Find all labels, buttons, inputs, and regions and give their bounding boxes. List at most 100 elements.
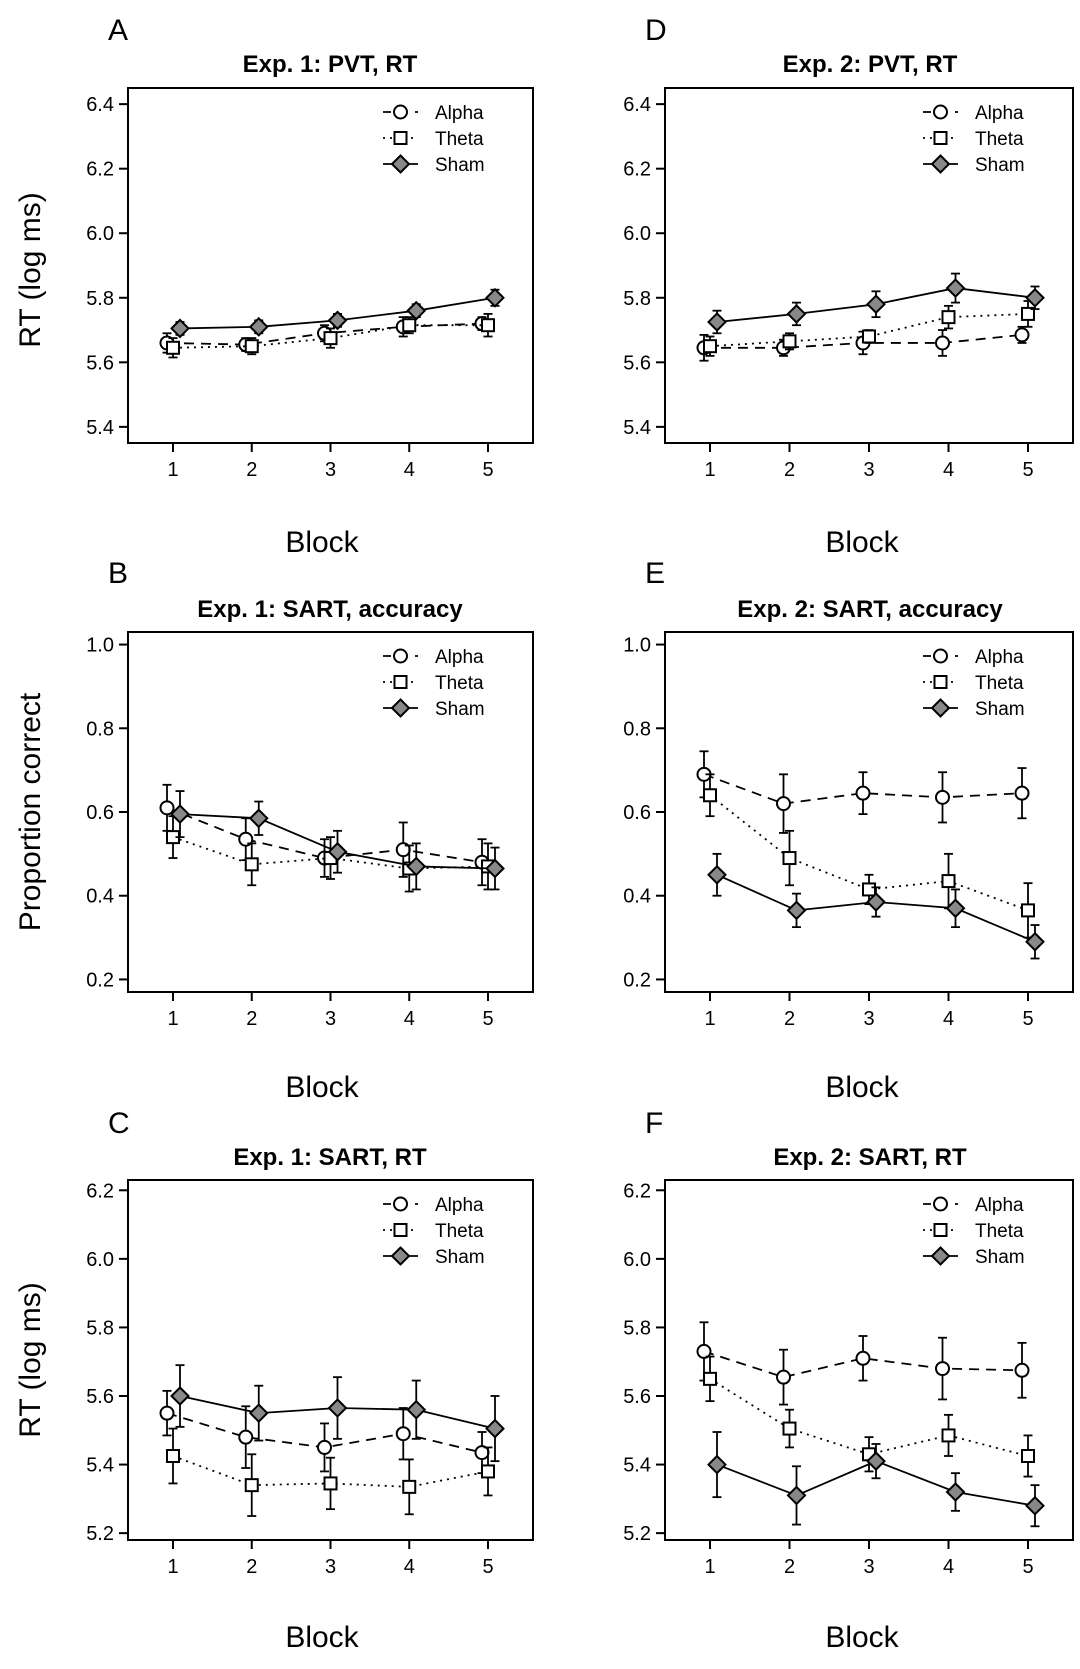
- data-point: [248, 316, 269, 337]
- data-point: [406, 1399, 427, 1420]
- y-tick-label: 5.2: [623, 1523, 651, 1545]
- legend-marker: [930, 154, 951, 174]
- legend-marker: [393, 104, 408, 120]
- x-tick-label: 5: [482, 1008, 493, 1030]
- data-point: [855, 785, 871, 801]
- legend-marker: [930, 698, 951, 718]
- x-tick-label: 5: [1022, 459, 1033, 481]
- y-axis-label: RT (log ms): [14, 1282, 47, 1438]
- y-tick-label: 5.8: [623, 1317, 651, 1339]
- panel-d: D Exp. 2: PVT, RT 5.4 5.6 5.8 6.0 6.2 6.4 1 2 3 4 5 B…: [623, 14, 1074, 559]
- legend-label: Sham: [975, 155, 1025, 176]
- chart-title: Exp. 2: PVT, RT: [783, 51, 958, 78]
- data-point: [170, 1386, 190, 1406]
- x-axis-label: Block: [825, 1071, 899, 1104]
- y-tick-label: 6.0: [623, 1249, 651, 1271]
- legend-label: Alpha: [975, 1195, 1024, 1216]
- x-tick-label: 1: [704, 459, 715, 481]
- data-point: [945, 898, 966, 919]
- series-line: [166, 806, 483, 864]
- data-point: [855, 1350, 871, 1366]
- data-point: [481, 1464, 495, 1479]
- legend-marker: [393, 1196, 408, 1212]
- data-point: [327, 310, 348, 331]
- data-point: [1025, 1495, 1045, 1516]
- x-tick-label: 2: [784, 1556, 795, 1578]
- legend-label: Theta: [435, 129, 484, 150]
- x-tick-label: 2: [246, 1556, 257, 1578]
- data-point: [707, 1454, 727, 1475]
- panel-e: E Exp. 2: SART, accuracy 0.2 0.4 0.6 0.8 1.0 1 2…: [623, 557, 1074, 1104]
- data-point: [862, 882, 876, 897]
- x-tick-label: 5: [482, 1556, 493, 1578]
- data-point: [866, 892, 886, 912]
- y-tick-label: 0.8: [623, 718, 651, 740]
- data-point: [862, 329, 876, 344]
- y-tick-label: 5.6: [86, 1386, 114, 1408]
- legend: Alpha Theta Sham: [923, 647, 1025, 720]
- data-point: [485, 1418, 505, 1439]
- x-tick-label: 4: [943, 459, 954, 481]
- y-tick-label: 0.4: [623, 886, 651, 908]
- panel-label: F: [645, 1107, 663, 1140]
- x-axis-label: Block: [825, 1621, 899, 1654]
- series-sham: [707, 1431, 1045, 1528]
- x-tick-label: 4: [943, 1556, 954, 1578]
- panel-f: F Exp. 2: SART, RT 5.2 5.4 5.6 5.8 6.0 6.2 1 2 3 4 5…: [623, 1107, 1074, 1654]
- series-sham: [707, 272, 1045, 335]
- data-point: [941, 874, 956, 889]
- y-tick-label: 6.0: [86, 1249, 114, 1271]
- chart-title: Exp. 2: SART, accuracy: [737, 596, 1003, 623]
- legend: Alpha Theta Sham: [923, 1195, 1025, 1268]
- data-point: [327, 841, 348, 862]
- series-alpha: [696, 750, 1030, 834]
- panel-b: B Exp. 1: SART, accuracy 0.2 0.4 0.6 0.8 1.0 1 2…: [14, 557, 534, 1104]
- legend-label: Sham: [435, 155, 485, 176]
- legend-label: Theta: [975, 673, 1024, 694]
- data-point: [323, 331, 338, 346]
- x-tick-label: 2: [784, 1008, 795, 1030]
- x-tick-label: 1: [704, 1556, 715, 1578]
- x-tick-label: 3: [863, 1008, 874, 1030]
- data-point: [159, 800, 175, 816]
- y-tick-label: 6.2: [623, 159, 651, 181]
- data-point: [782, 1421, 797, 1436]
- data-point: [244, 857, 259, 872]
- x-axis-label: Block: [285, 1621, 359, 1654]
- y-tick-label: 0.6: [86, 802, 114, 824]
- data-point: [703, 788, 717, 803]
- series-alpha: [696, 1321, 1030, 1406]
- y-tick-label: 6.4: [623, 94, 651, 116]
- data-point: [703, 339, 717, 354]
- data-point: [244, 339, 259, 354]
- y-tick-label: 0.8: [86, 718, 114, 740]
- y-tick-label: 5.8: [86, 288, 114, 310]
- x-axis-label: Block: [285, 1071, 359, 1104]
- data-point: [703, 1371, 717, 1386]
- x-tick-label: 4: [943, 1008, 954, 1030]
- x-axis-label: Block: [285, 526, 359, 559]
- legend-marker: [933, 1196, 948, 1212]
- data-point: [707, 864, 727, 885]
- data-point: [481, 318, 495, 333]
- y-tick-label: 0.2: [623, 969, 651, 991]
- legend-marker: [933, 1223, 948, 1237]
- x-tick-label: 3: [863, 459, 874, 481]
- data-point: [941, 310, 956, 325]
- data-point: [776, 796, 791, 812]
- data-point: [238, 831, 254, 847]
- data-point: [786, 303, 807, 324]
- legend: Alpha Theta Sham: [383, 1195, 485, 1268]
- panel-label: B: [108, 557, 128, 590]
- panel-label: C: [108, 1107, 130, 1140]
- y-tick-label: 6.4: [86, 94, 114, 116]
- legend-marker: [933, 104, 948, 120]
- data-point: [1014, 1362, 1030, 1378]
- x-tick-label: 1: [704, 1008, 715, 1030]
- y-axis-label: RT (log ms): [14, 192, 47, 348]
- y-tick-label: 1.0: [86, 635, 114, 657]
- y-tick-label: 6.2: [86, 1180, 114, 1202]
- data-point: [707, 312, 727, 332]
- y-tick-label: 0.4: [86, 886, 114, 908]
- legend-label: Alpha: [975, 103, 1024, 124]
